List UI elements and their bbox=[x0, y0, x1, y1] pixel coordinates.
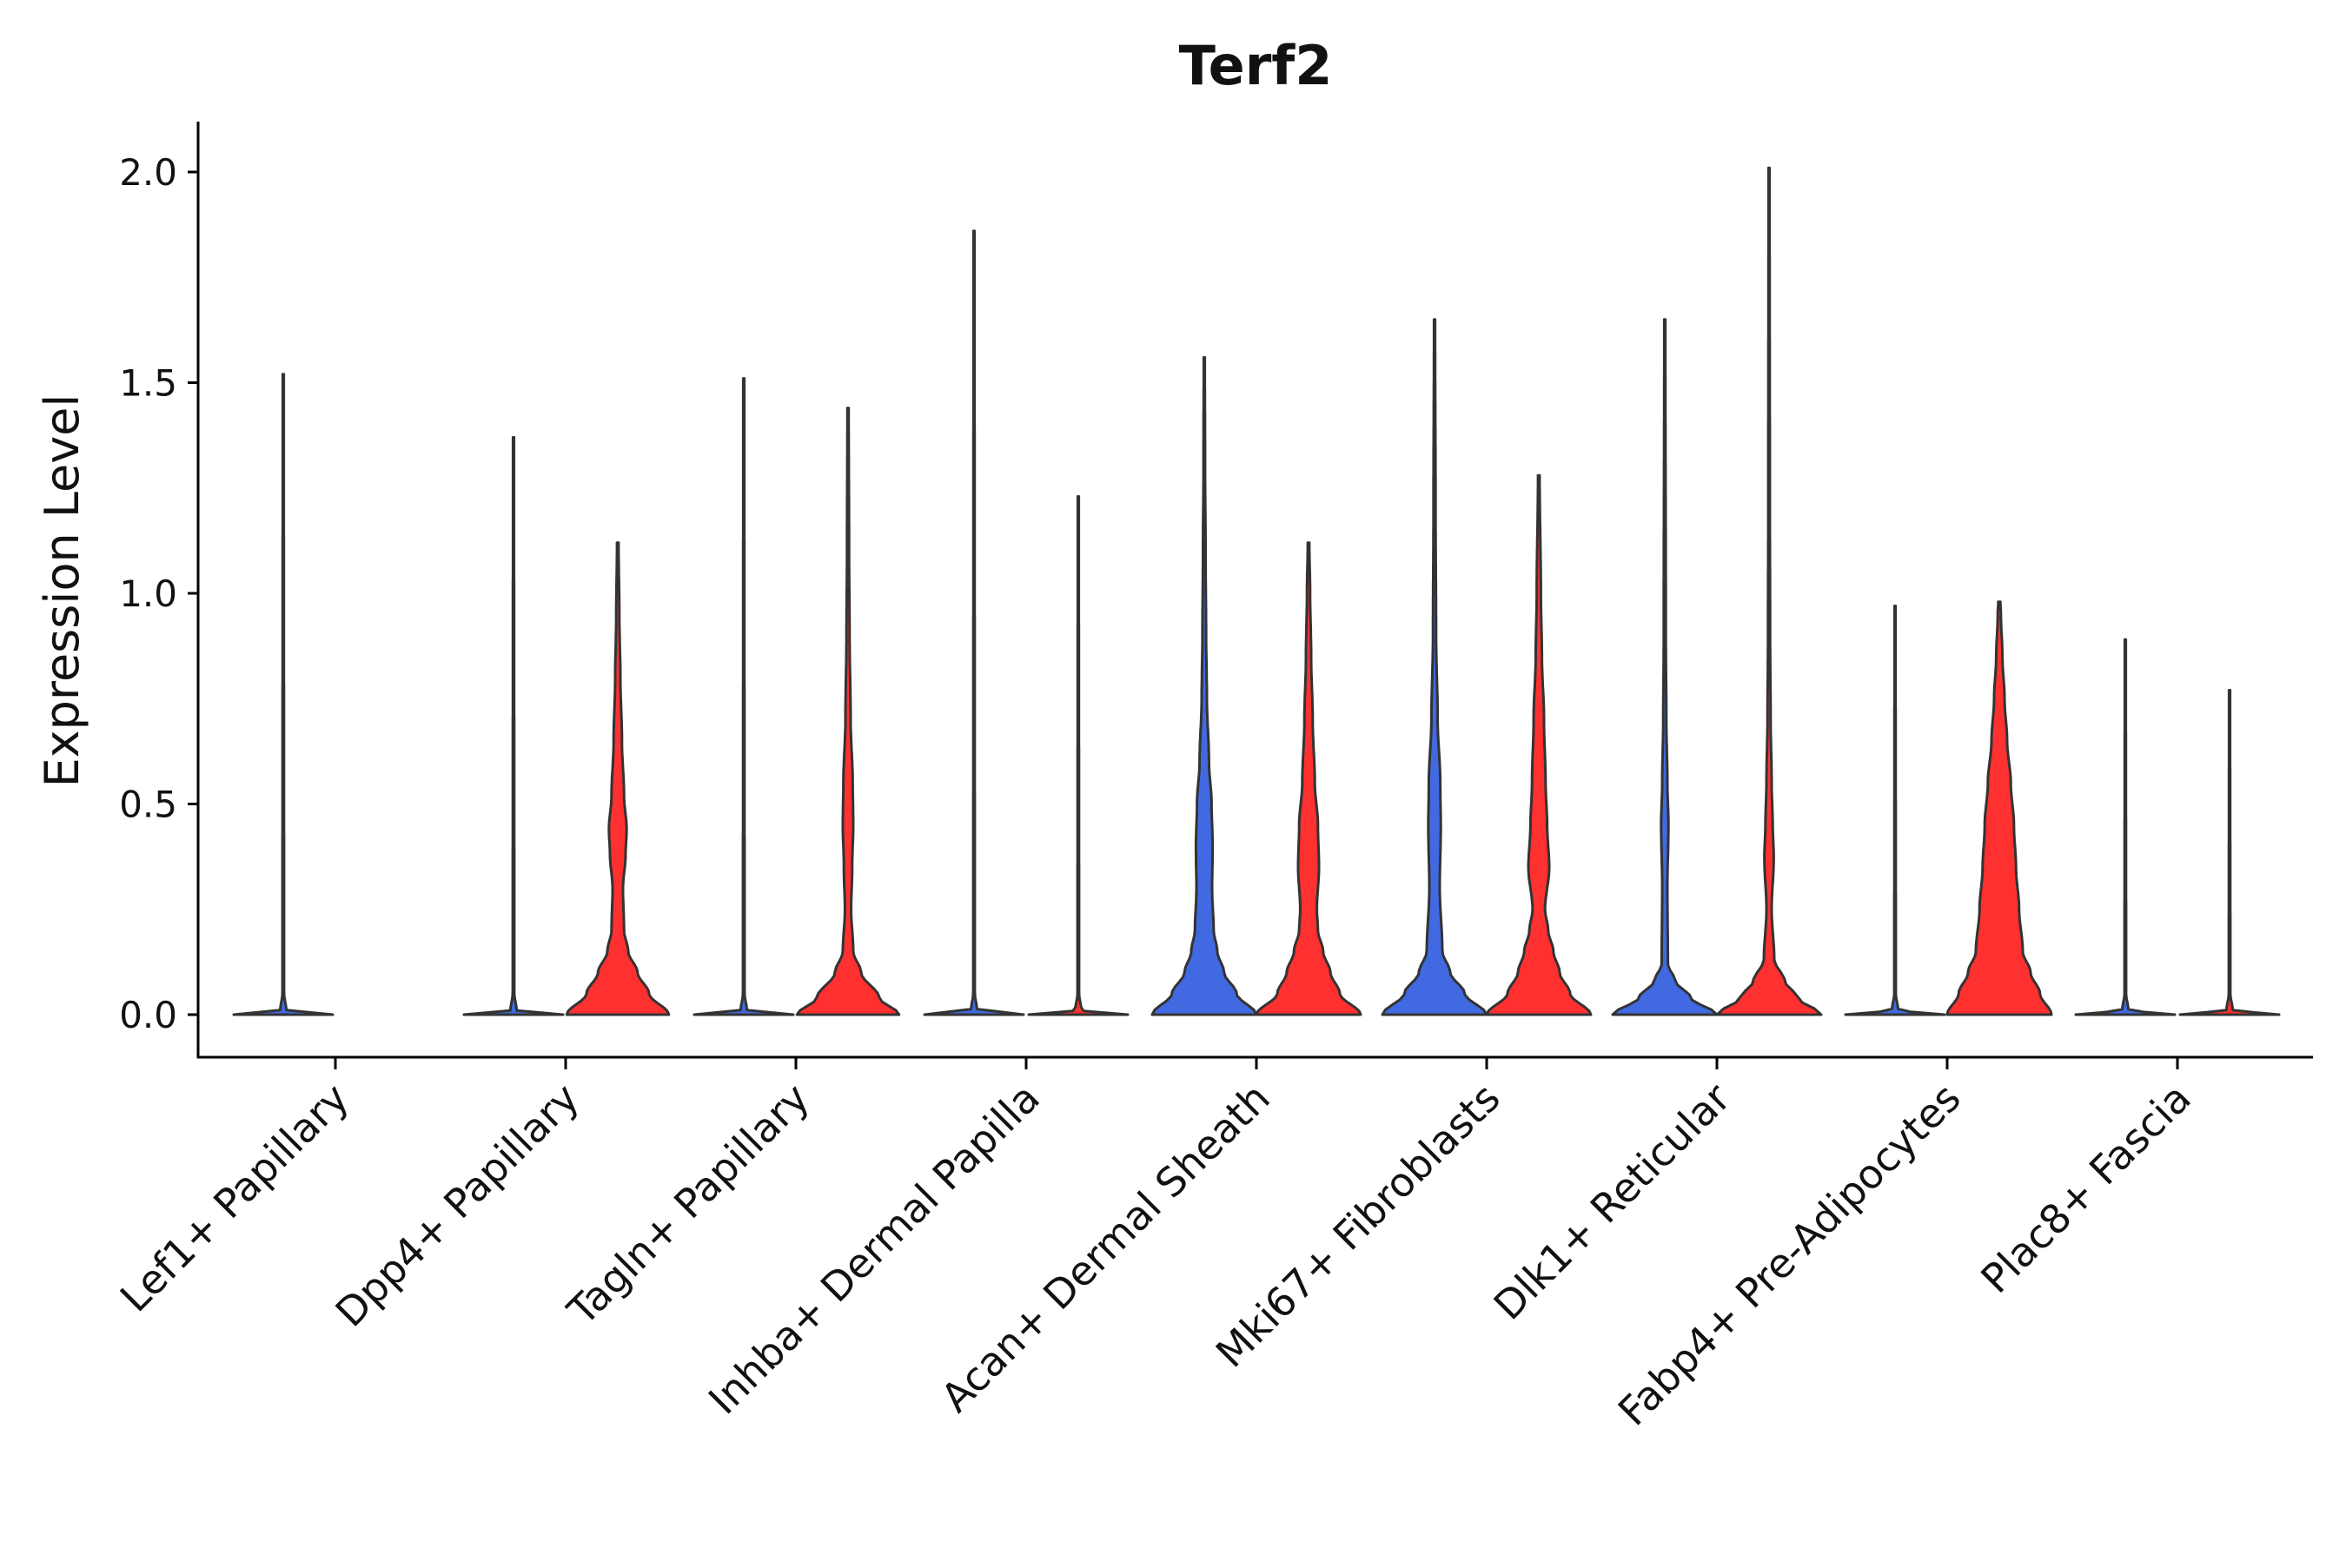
violin-fabp4-pre-adipocytes-red bbox=[1945, 600, 2053, 1016]
violin-plac8-fascia-red bbox=[2178, 689, 2281, 1016]
violin-dlk1-reticular-blue bbox=[1611, 318, 1719, 1016]
y-axis-label: Expression Level bbox=[35, 394, 89, 788]
violin-tagln-papillary-red bbox=[795, 407, 901, 1016]
chart-title: Terf2 bbox=[1179, 34, 1333, 97]
violin-plac8-fascia-blue bbox=[2074, 638, 2177, 1016]
y-tick-label: 0.0 bbox=[119, 994, 177, 1036]
violin-inhba-dermal-papilla-blue bbox=[923, 229, 1025, 1016]
violin-dpp4-papillary-red bbox=[565, 541, 671, 1016]
violin-dpp4-papillary-blue bbox=[462, 436, 565, 1016]
y-tick-label: 1.5 bbox=[119, 362, 177, 405]
violin-mki67-fibroblasts-blue bbox=[1381, 318, 1488, 1016]
violin-mki67-fibroblasts-red bbox=[1485, 473, 1593, 1016]
x-tick-label: Dpp4+ Papillary bbox=[327, 1075, 588, 1336]
x-tick-label: Tagln+ Papillary bbox=[558, 1075, 818, 1335]
violin-acan-dermal-sheath-red bbox=[1255, 541, 1362, 1016]
violin-lef1-papillary-blue bbox=[232, 373, 335, 1016]
violin-acan-dermal-sheath-blue bbox=[1150, 355, 1258, 1016]
violin-tagln-papillary-blue bbox=[693, 377, 795, 1016]
x-tick-label: Lef1+ Papillary bbox=[111, 1075, 358, 1321]
y-tick-label: 1.0 bbox=[119, 572, 177, 615]
x-tick-label: Plac8+ Fascia bbox=[1972, 1075, 2199, 1302]
violins-layer bbox=[232, 166, 2281, 1016]
x-tick-label: Dlk1+ Reticular bbox=[1485, 1075, 1740, 1329]
violin-dlk1-reticular-red bbox=[1715, 166, 1823, 1016]
violin-fabp4-pre-adipocytes-blue bbox=[1844, 605, 1946, 1016]
y-tick-label: 0.5 bbox=[119, 784, 177, 826]
violin-inhba-dermal-papilla-red bbox=[1027, 495, 1130, 1016]
y-tick-label: 2.0 bbox=[119, 151, 177, 194]
